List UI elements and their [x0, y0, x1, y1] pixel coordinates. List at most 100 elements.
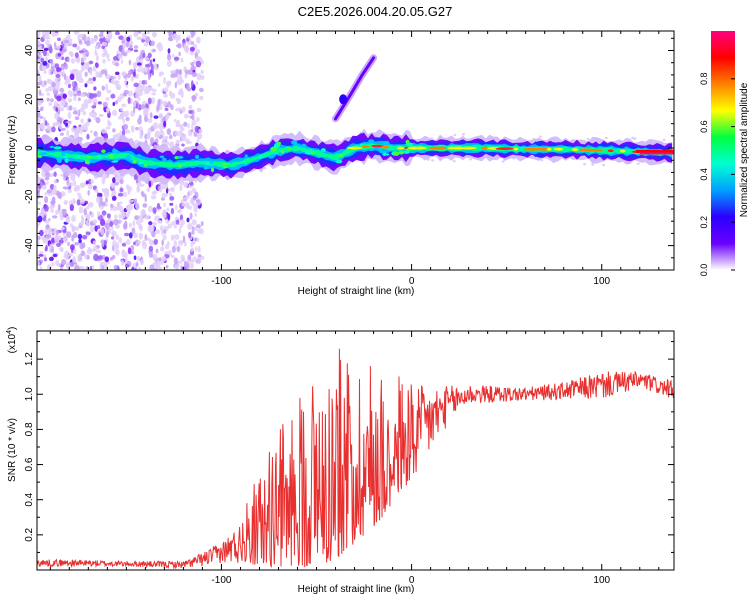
noise-blob: [156, 43, 161, 49]
noise-blob: [177, 130, 184, 138]
noise-blob: [133, 49, 139, 53]
ridge-blob: [84, 159, 89, 165]
ridge-blob: [39, 153, 45, 156]
noise-blob: [191, 199, 194, 206]
noise-blob: [46, 264, 52, 270]
noise-blob: [141, 240, 146, 247]
noise-blob: [182, 196, 188, 202]
noise-blob: [70, 182, 73, 187]
noise-blob: [77, 97, 81, 102]
spectrogram-y-tick-label: 40: [24, 45, 35, 57]
noise-blob: [162, 234, 167, 241]
spectrogram-x-tick-label: -100: [211, 276, 231, 287]
noise-blob: [43, 204, 49, 212]
snr-y-tick-label: 1.2: [24, 352, 35, 366]
noise-blob: [137, 215, 144, 220]
noise-blob: [38, 89, 42, 96]
noise-blob: [187, 35, 192, 39]
noise-blob: [94, 45, 99, 50]
noise-blob: [175, 219, 180, 225]
noise-blob: [115, 248, 120, 256]
spectrogram-frame: [36, 30, 675, 271]
ridge-core-mark: [619, 149, 626, 153]
noise-blob: [147, 52, 152, 59]
noise-blob: [183, 121, 188, 127]
snr-scale-exp: 4: [6, 330, 13, 334]
ridge-blob: [338, 154, 344, 158]
noise-blob: [143, 43, 149, 47]
ridge-blob: [56, 146, 62, 150]
noise-blob: [123, 123, 129, 130]
noise-blob: [146, 132, 151, 140]
noise-blob: [59, 267, 64, 270]
noise-blob: [184, 241, 187, 247]
noise-blob: [59, 246, 63, 252]
noise-blob: [128, 222, 132, 228]
ridge-core-mark: [553, 147, 564, 151]
noise-blob: [135, 73, 139, 79]
noise-blob: [193, 131, 198, 137]
noise-blob: [183, 113, 189, 119]
noise-blob: [166, 241, 170, 246]
noise-blob: [147, 118, 153, 123]
noise-blob: [71, 127, 76, 133]
noise-blob: [128, 69, 133, 76]
snr-x-tick-label: 100: [593, 575, 610, 586]
noise-blob: [128, 232, 133, 239]
noise-blob: [167, 223, 173, 229]
noise-blob: [177, 78, 183, 86]
noise-blob: [199, 95, 204, 101]
noise-blob: [149, 40, 156, 47]
noise-blob: [72, 110, 78, 115]
noise-blob: [142, 52, 146, 59]
ridge-blob: [209, 160, 214, 165]
noise-blob: [154, 133, 158, 138]
noise-blob: [44, 120, 48, 126]
noise-blob: [64, 201, 68, 205]
noise-blob: [46, 189, 52, 194]
ridge-green-band: [37, 143, 673, 168]
noise-blob: [153, 238, 158, 245]
noise-blob: [138, 232, 144, 240]
noise-blob: [148, 221, 153, 226]
noise-blob: [631, 136, 635, 140]
noise-blob: [194, 246, 198, 252]
noise-blob: [138, 64, 141, 69]
ridge-core-mark: [413, 146, 428, 150]
noise-blob: [85, 180, 89, 185]
noise-blob: [69, 204, 74, 212]
noise-blob: [148, 180, 152, 188]
noise-blob: [168, 192, 173, 197]
noise-blob: [133, 45, 139, 49]
ridge-blob: [111, 160, 119, 163]
noise-blob: [138, 114, 142, 120]
noise-blob: [140, 84, 146, 88]
noise-blob: [133, 198, 138, 204]
noise-blob: [47, 78, 50, 84]
noise-blob: [92, 65, 97, 72]
noise-blob: [57, 37, 61, 42]
noise-blob: [54, 234, 59, 239]
noise-blob: [56, 242, 61, 247]
noise-blob: [170, 73, 176, 78]
noise-blob: [136, 36, 143, 41]
noise-blob: [38, 54, 43, 58]
noise-blob: [137, 266, 142, 270]
noise-blob: [67, 241, 70, 247]
noise-blob: [196, 116, 200, 123]
noise-blob: [38, 101, 42, 106]
noise-blob: [123, 89, 129, 95]
snr-y-tick-label: 0.2: [24, 527, 35, 541]
noise-blob: [89, 69, 93, 76]
noise-blob: [124, 129, 131, 134]
noise-blob: [198, 87, 204, 93]
noise-blob: [101, 210, 107, 216]
noise-blob: [169, 134, 173, 140]
noise-blob: [122, 191, 128, 198]
noise-blob: [105, 126, 111, 130]
noise-blob: [151, 88, 157, 93]
noise-blob: [187, 222, 193, 230]
snr-series-line: [37, 348, 674, 570]
noise-blob: [70, 58, 76, 64]
noise-blob: [165, 265, 169, 269]
